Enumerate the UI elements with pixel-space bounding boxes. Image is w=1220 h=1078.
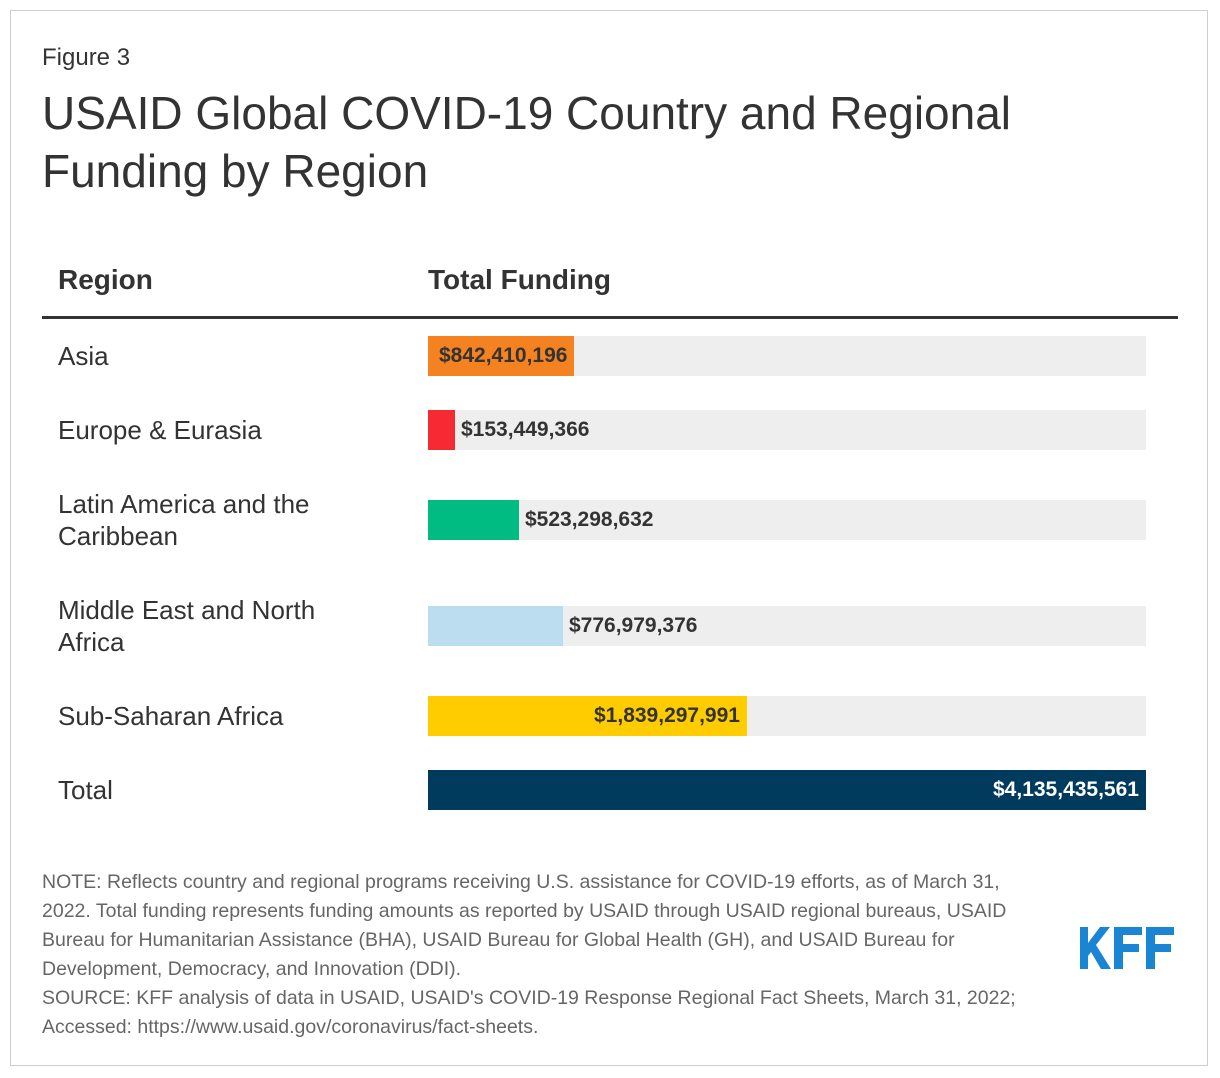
bar-track: $523,298,632 (428, 500, 1146, 540)
kff-letter-f2 (1146, 927, 1174, 969)
bar-track: $842,410,196 (428, 336, 1146, 376)
header-rule (42, 316, 1178, 319)
bar-track: $776,979,376 (428, 606, 1146, 646)
bar (428, 606, 563, 646)
row-label: Europe & Eurasia (58, 415, 262, 445)
bar (428, 410, 455, 450)
data-label: $842,410,196 (439, 344, 568, 367)
data-label: $776,979,376 (569, 614, 698, 637)
bar (428, 696, 747, 736)
kff-letter-k (1080, 927, 1111, 969)
note-text: NOTE: Reflects country and regional prog… (42, 871, 1007, 980)
column-header-funding: Total Funding (428, 264, 611, 295)
bar (428, 336, 574, 376)
chart-title: USAID Global COVID-19 Country and Region… (42, 87, 1012, 197)
bar (428, 500, 519, 540)
bar-track: $1,839,297,991 (428, 696, 1146, 736)
bar-track: $153,449,366 (428, 410, 1146, 450)
row-label: Sub-Saharan Africa (58, 701, 284, 731)
figure-label: Figure 3 (42, 44, 131, 71)
kff-letter-f1 (1114, 927, 1142, 969)
bar (428, 770, 1146, 810)
data-label: $4,135,435,561 (993, 778, 1139, 801)
source-text: SOURCE: KFF analysis of data in USAID, U… (42, 987, 1016, 1038)
row-label: Middle East and North Africa (58, 595, 316, 657)
data-label: $1,839,297,991 (594, 704, 740, 727)
column-header-region: Region (58, 264, 153, 295)
bar-track: $4,135,435,561 (428, 770, 1146, 810)
row-label: Total (58, 775, 113, 805)
data-label: $523,298,632 (525, 508, 654, 531)
row-label: Asia (58, 341, 109, 371)
data-label: $153,449,366 (461, 418, 590, 441)
kff-logo (1080, 927, 1174, 969)
notes-block: NOTE: Reflects country and regional prog… (42, 868, 1052, 1042)
row-label: Latin America and the Caribbean (58, 489, 310, 551)
